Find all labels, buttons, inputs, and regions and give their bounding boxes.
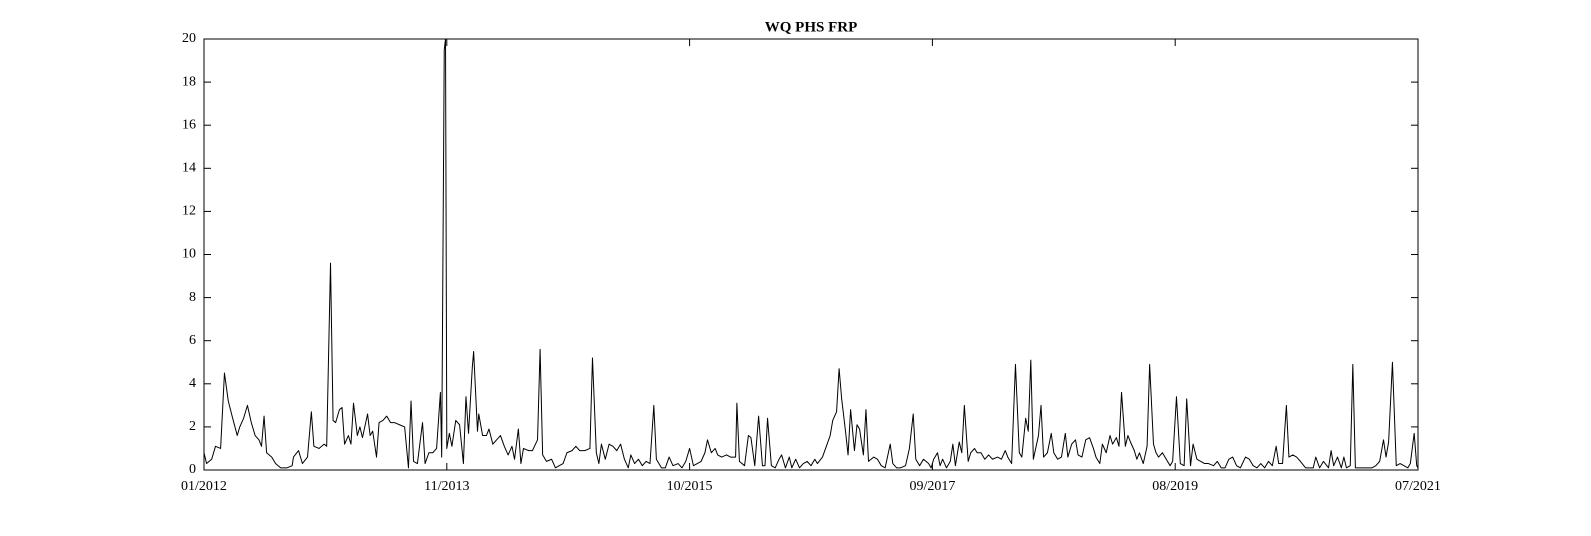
x-tick-label: 11/2013 (424, 479, 469, 494)
x-tick-label: 09/2017 (909, 479, 955, 494)
y-tick-label: 6 (189, 333, 196, 348)
x-tick-label: 07/2021 (1395, 479, 1441, 494)
y-tick-label: 18 (182, 74, 196, 89)
y-tick-label: 20 (182, 31, 196, 46)
data-line (204, 39, 1418, 469)
y-tick-label: 16 (182, 117, 196, 132)
x-tick-label: 01/2012 (181, 479, 227, 494)
y-tick-label: 10 (182, 247, 196, 262)
y-tick-label: 4 (189, 376, 196, 391)
y-tick-label: 14 (182, 161, 196, 176)
y-tick-label: 8 (189, 290, 196, 305)
y-tick-label: 2 (189, 419, 196, 434)
x-tick-label: 08/2019 (1152, 479, 1198, 494)
plot-frame (203, 38, 1419, 471)
plot-area (204, 39, 1418, 469)
chart-title: WQ PHS FRP (765, 19, 858, 35)
y-tick-label: 0 (189, 462, 196, 477)
y-tick-label: 12 (182, 204, 196, 219)
x-tick-label: 10/2015 (667, 479, 713, 494)
